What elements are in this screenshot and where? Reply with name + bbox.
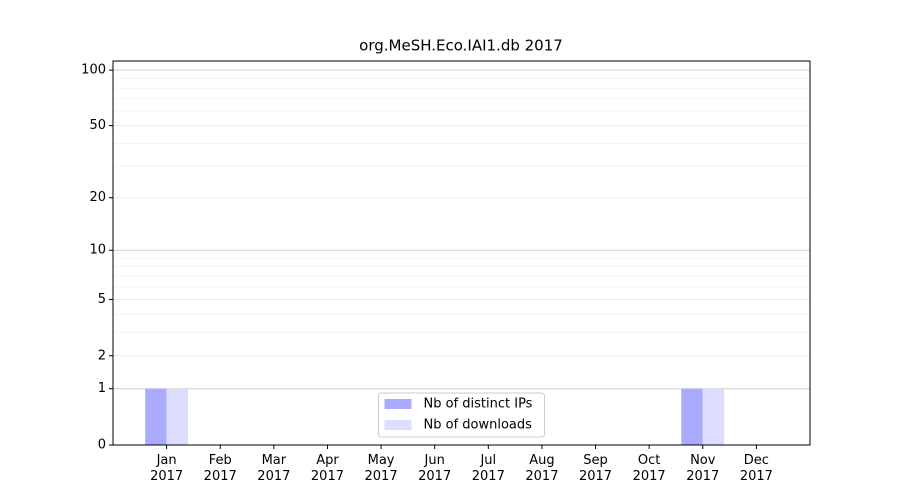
legend-label: Nb of downloads: [424, 418, 533, 433]
legend-swatch: [384, 399, 412, 409]
bar: [145, 388, 167, 445]
bar: [681, 388, 703, 445]
x-tick-label: Oct 2017: [632, 453, 666, 484]
x-tick-label: Jan 2017: [150, 453, 184, 484]
x-tick-label: May 2017: [364, 453, 398, 484]
legend-box: [378, 392, 545, 438]
x-tick-label: Jul 2017: [471, 453, 505, 484]
legend-swatch: [384, 420, 412, 430]
y-tick-label: 50: [89, 118, 106, 133]
x-tick-label: Feb 2017: [203, 453, 237, 484]
x-tick-label: Sep 2017: [578, 453, 613, 484]
x-tick-label: Aug 2017: [525, 453, 559, 484]
plot-frame: [112, 60, 811, 446]
bar: [166, 388, 189, 445]
y-tick-label: 20: [89, 190, 106, 205]
x-tick-label: Apr 2017: [310, 453, 344, 484]
y-tick-label: 0: [98, 438, 106, 453]
y-tick-label: 5: [98, 292, 106, 307]
y-tick-label: 2: [98, 348, 106, 363]
legend: Nb of distinct IPs Nb of downloads: [378, 392, 545, 438]
chart-title: org.MeSH.Eco.IAI1.db 2017: [359, 37, 563, 55]
x-tick-label: Dec 2017: [739, 453, 773, 484]
x-tick-label: Mar 2017: [257, 453, 291, 484]
x-tick-label: Jun 2017: [418, 453, 452, 484]
x-tick-label: Nov 2017: [686, 453, 720, 484]
y-tick-label: 1: [98, 381, 106, 396]
y-tick-label: 100: [81, 63, 106, 78]
y-tick-label: 10: [89, 243, 106, 258]
legend-label: Nb of distinct IPs: [424, 397, 533, 412]
bar: [702, 388, 725, 445]
